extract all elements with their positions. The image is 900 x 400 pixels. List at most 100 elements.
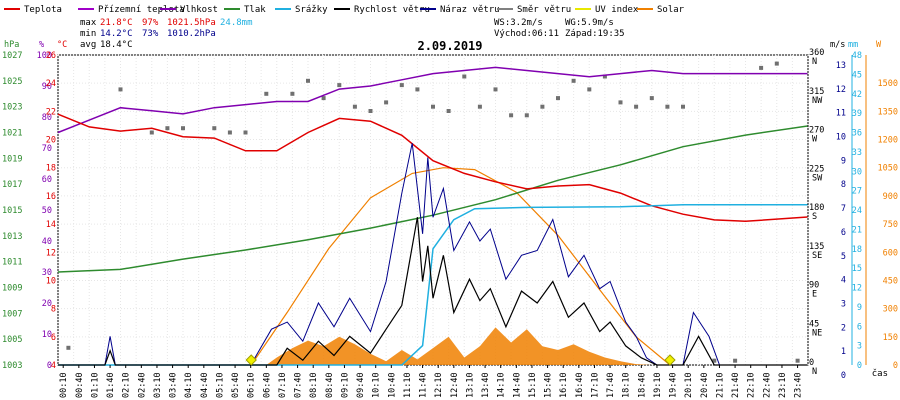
series-wind-dir-point-1 bbox=[118, 87, 123, 92]
stat-min-press: 1010.2hPa bbox=[167, 29, 216, 39]
series-wind-dir-point-38 bbox=[774, 61, 779, 66]
axis-degc-tick-5: 16 bbox=[46, 192, 56, 202]
axis-ms-tick-9: 4 bbox=[841, 276, 846, 286]
series-wind-dir-point-13 bbox=[352, 104, 357, 109]
x-tick-label-47: 23:40 bbox=[794, 372, 804, 398]
axis-hpa-unit: hPa bbox=[4, 40, 19, 50]
axis-mm-tick-9: 21 bbox=[852, 225, 862, 235]
axis-pct-tick-10: 0 bbox=[47, 361, 52, 371]
stat-min-label: min bbox=[80, 29, 96, 39]
x-tick-label-13: 06:40 bbox=[262, 372, 272, 398]
series-wind-dir-point-21 bbox=[477, 104, 482, 109]
x-tick-label-33: 16:40 bbox=[575, 372, 585, 398]
series-wind-dir-point-26 bbox=[556, 96, 560, 101]
series-wind-dir-point-2 bbox=[149, 130, 154, 135]
axis-hpa-tick-9: 1009 bbox=[2, 284, 22, 294]
axis-pct-unit: % bbox=[39, 40, 44, 50]
axis-mm-tick-7: 27 bbox=[852, 187, 862, 197]
axis-hpa-tick-7: 1013 bbox=[2, 232, 22, 242]
axis-dir-value-6: 90 bbox=[809, 281, 819, 291]
axis-mm-tick-0: 48 bbox=[852, 51, 862, 61]
x-tick-label-26: 13:10 bbox=[466, 372, 476, 398]
x-tick-label-3: 01:40 bbox=[106, 372, 116, 398]
x-tick-label-27: 13:40 bbox=[481, 372, 491, 398]
series-wind-dir-point-12 bbox=[337, 83, 342, 88]
series-wind-dir-point-32 bbox=[649, 96, 654, 101]
x-tick-label-22: 11:10 bbox=[403, 372, 413, 398]
stat-sunrise: Východ:06:11 bbox=[494, 29, 559, 39]
axis-degc-unit: °C bbox=[57, 40, 67, 50]
legend-label-2: Vlhkost bbox=[180, 5, 218, 15]
series-wind-dir-point-8 bbox=[264, 91, 269, 96]
stat-avg-temp: 18.4°C bbox=[100, 40, 133, 50]
series-wind-dir-point-14 bbox=[368, 109, 373, 113]
axis-ms-tick-2: 11 bbox=[836, 109, 846, 119]
axis-w-tick-9: 150 bbox=[883, 333, 898, 343]
axis-dir-value-7: 45 bbox=[809, 319, 819, 329]
series-solar-theoretical-line bbox=[250, 167, 671, 366]
series-wind-dir-point-29 bbox=[602, 74, 607, 79]
series-wind-dir-point-37 bbox=[759, 65, 764, 70]
axis-degc-tick-1: 24 bbox=[46, 79, 56, 89]
series-wind-dir-point-5 bbox=[212, 126, 217, 131]
axis-degc-tick-4: 18 bbox=[46, 164, 56, 174]
series-wind-dir-point-15 bbox=[384, 100, 389, 105]
axis-ms-tick-11: 2 bbox=[841, 323, 846, 333]
axis-pct-tick-9: 10 bbox=[42, 330, 52, 340]
stat-ws: WS:3.2m/s bbox=[494, 18, 543, 28]
x-tick-label-29: 14:40 bbox=[512, 372, 522, 398]
x-tick-label-2: 01:10 bbox=[91, 372, 101, 398]
axis-degc-tick-10: 6 bbox=[51, 333, 56, 343]
axis-mm-tick-13: 9 bbox=[857, 303, 862, 313]
series-wind-dir-point-6 bbox=[227, 130, 232, 135]
series-solar-area bbox=[58, 327, 808, 365]
axis-w-tick-8: 300 bbox=[883, 305, 898, 315]
series-wind-dir-point-30 bbox=[618, 100, 623, 105]
series-temperature-line bbox=[57, 113, 808, 223]
axis-pct-tick-1: 90 bbox=[42, 82, 52, 92]
x-tick-label-21: 10:40 bbox=[387, 372, 397, 398]
series-wind-dir-point-33 bbox=[665, 104, 670, 109]
x-tick-label-36: 18:10 bbox=[622, 372, 632, 398]
axis-degc-tick-9: 8 bbox=[51, 305, 56, 315]
axis-degc-tick-3: 20 bbox=[46, 136, 56, 146]
series-wind-dir-point-39 bbox=[795, 358, 800, 363]
series-layer bbox=[57, 61, 808, 366]
axis-pct-tick-2: 80 bbox=[42, 113, 52, 123]
axis-degc-tick-2: 22 bbox=[46, 107, 56, 117]
x-tick-label-41: 20:40 bbox=[700, 372, 710, 398]
x-tick-label-40: 20:10 bbox=[684, 372, 694, 398]
axis-ms-tick-3: 10 bbox=[836, 133, 846, 143]
x-tick-label-24: 12:10 bbox=[434, 372, 444, 398]
x-tick-label-17: 08:40 bbox=[325, 372, 335, 398]
series-wind-dir-point-16 bbox=[399, 83, 404, 88]
x-tick-label-39: 19:40 bbox=[669, 372, 679, 398]
chart-title: 2.09.2019 bbox=[417, 39, 482, 53]
axis-hpa-tick-10: 1007 bbox=[2, 309, 22, 319]
legend-label-9: Solar bbox=[657, 5, 685, 15]
x-tick-label-8: 04:10 bbox=[184, 372, 194, 398]
axis-hpa-tick-6: 1015 bbox=[2, 206, 22, 216]
series-uv-point-0 bbox=[245, 354, 257, 366]
axis-dir-label-1: NW bbox=[812, 96, 823, 106]
axis-ms-tick-12: 1 bbox=[841, 347, 846, 357]
series-wind-dir-point-4 bbox=[181, 126, 185, 131]
axis-dir-label-7: NE bbox=[812, 328, 822, 338]
plot-frame bbox=[57, 54, 809, 366]
series-wind-dir-point-35 bbox=[712, 358, 717, 363]
axis-mm-tick-12: 12 bbox=[852, 284, 862, 294]
axis-degc-tick-8: 10 bbox=[46, 276, 56, 286]
x-tick-label-34: 17:10 bbox=[591, 372, 601, 398]
series-wind-dir-point-24 bbox=[524, 113, 529, 118]
axis-ms-tick-6: 7 bbox=[841, 204, 846, 214]
x-tick-label-16: 08:10 bbox=[309, 372, 319, 398]
axis-mm-tick-11: 15 bbox=[852, 264, 862, 274]
stat-sunset: Západ:19:35 bbox=[565, 29, 625, 39]
axis-dir-label-4: S bbox=[812, 212, 817, 222]
x-tick-label-6: 03:10 bbox=[153, 372, 163, 398]
stat-max-temp: 21.8°C bbox=[100, 18, 133, 28]
x-tick-label-18: 09:10 bbox=[341, 372, 351, 398]
series-wind-dir-point-9 bbox=[290, 91, 295, 96]
axis-w-tick-7: 450 bbox=[883, 276, 898, 286]
x-tick-label-32: 16:10 bbox=[559, 372, 569, 398]
